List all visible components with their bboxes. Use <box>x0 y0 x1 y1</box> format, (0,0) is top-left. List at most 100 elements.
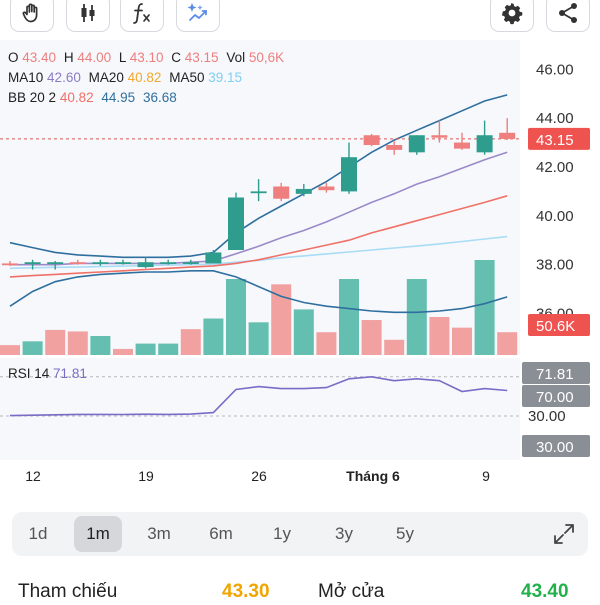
rsi-line <box>9 375 508 417</box>
candlestick-icon <box>81 4 95 22</box>
candle-body <box>137 262 154 268</box>
bb-lower-value: 36.68 <box>142 90 177 105</box>
last-price-badge <box>528 127 590 150</box>
volume-bar <box>361 320 382 355</box>
ai-assist-button[interactable] <box>176 0 220 32</box>
range-1d-button[interactable]: 1d <box>28 524 48 543</box>
volume-bar <box>429 317 450 355</box>
price-stats: Tham chiếu 43.30 Mở cửa 43.40 <box>0 575 600 605</box>
open-value: 43.40 <box>22 50 57 65</box>
bollinger-lower-line <box>9 270 508 314</box>
ma20-value: 40.82 <box>127 70 162 85</box>
price-axis-label: 40.00 <box>536 208 574 225</box>
bollinger-upper-line <box>9 94 508 259</box>
volume-bar <box>22 341 43 355</box>
price-chart[interactable]: 46.00 44.00 42.00 40.00 38.00 36.00 43.15 50.6K… <box>0 40 600 460</box>
volume-bar <box>339 279 359 355</box>
candle-body <box>69 262 86 265</box>
volume-bar <box>497 332 518 355</box>
open-label: Mở cửa <box>318 581 385 602</box>
volume-bar <box>135 343 156 355</box>
range-3m-button[interactable]: 3m <box>147 524 171 543</box>
volume-badge-text: 50.6K <box>536 318 575 335</box>
volume-bar <box>271 284 292 355</box>
rsi-badge-text: 30.00 <box>536 439 574 456</box>
candle-body <box>182 262 199 265</box>
rsi-legend: RSI 14 71.81 <box>8 366 87 381</box>
rsi-badge <box>522 362 590 384</box>
gear-icon <box>501 2 523 25</box>
candle-body <box>115 262 131 265</box>
candle-body <box>295 188 312 194</box>
candle-body <box>408 135 425 153</box>
rsi-axis-label: 30.00 <box>528 408 566 425</box>
chart-toolbar <box>0 0 600 36</box>
ma50-value: 39.15 <box>208 70 243 85</box>
range-1m-button[interactable]: 1m <box>74 516 122 552</box>
range-3y-button[interactable]: 3y <box>335 524 353 543</box>
volume-badge <box>528 314 590 336</box>
volume-bar <box>0 345 20 355</box>
candle-body <box>431 135 448 138</box>
x-axis: 12 19 26 Tháng 6 9 <box>0 468 600 492</box>
expand-chart-button[interactable] <box>550 520 578 548</box>
rsi-badge <box>522 435 590 457</box>
ma10-value: 42.60 <box>47 70 81 85</box>
bb-mid-value: 40.82 <box>59 90 94 105</box>
ohlc-legend: O 43.40 H 44.00 L 43.10 C 43.15 Vol 50,6… <box>8 50 285 65</box>
candle-body <box>341 157 357 192</box>
expand-icon <box>554 524 574 544</box>
price-axis-label: 38.00 <box>536 257 574 274</box>
reference-value: 43.30 <box>222 581 270 602</box>
volume-bar <box>45 329 66 355</box>
candle-body <box>250 191 267 194</box>
volume-bar <box>384 339 405 355</box>
volume-bar <box>180 329 201 355</box>
candle-body <box>2 263 18 266</box>
volume-bar <box>226 279 246 355</box>
share-button[interactable] <box>546 0 590 32</box>
share-icon <box>559 3 577 23</box>
candle-body <box>228 197 244 250</box>
low-value: 43.10 <box>129 50 164 65</box>
bb-legend: BB 20 2 40.82 44.95 36.68 <box>8 90 177 105</box>
candle-type-button[interactable] <box>66 0 110 32</box>
rsi-badge-text: 70.00 <box>536 389 574 406</box>
candle-body <box>454 142 470 149</box>
sparkle-chart-icon <box>187 3 207 21</box>
bb-upper-value: 44.95 <box>101 90 136 105</box>
range-1y-button[interactable]: 1y <box>273 524 291 543</box>
volume-bar <box>316 332 337 355</box>
candle-body <box>47 262 64 265</box>
volume-bar <box>90 336 111 355</box>
rsi-badge <box>522 385 590 407</box>
candle-body <box>205 252 222 264</box>
ma-legend: MA10 42.60 MA20 40.82 MA50 39.15 <box>8 70 243 85</box>
indicator-button[interactable] <box>120 0 164 32</box>
rsi-value: 71.81 <box>53 366 87 381</box>
x-tick-label-month: Tháng 6 <box>346 468 400 484</box>
candle-body <box>318 186 335 191</box>
range-5y-button[interactable]: 5y <box>396 524 414 543</box>
volume-bar <box>67 331 88 355</box>
x-tick-label: 9 <box>482 468 490 484</box>
volume-value: 50,6K <box>248 50 285 65</box>
price-axis-label: 44.00 <box>536 110 574 127</box>
candle-body <box>273 186 290 199</box>
last-price-badge-text: 43.15 <box>536 132 574 149</box>
candle-body <box>92 262 109 265</box>
candle-body <box>499 132 516 139</box>
open-price-value: 43.40 <box>521 581 569 602</box>
close-value: 43.15 <box>184 50 219 65</box>
volume-bar <box>406 279 427 355</box>
function-fx-icon <box>133 3 150 24</box>
hand-icon <box>22 3 38 23</box>
x-tick-label: 12 <box>25 468 41 484</box>
range-6m-button[interactable]: 6m <box>209 524 233 543</box>
volume-bar <box>113 348 133 355</box>
ma20-line <box>9 195 508 278</box>
chart-canvas[interactable]: 46.0044.0042.0040.0038.0036.0043.1550.6K… <box>0 40 600 460</box>
volume-bar <box>158 343 179 355</box>
settings-button[interactable] <box>490 0 534 32</box>
hand-tool-button[interactable] <box>10 0 54 32</box>
